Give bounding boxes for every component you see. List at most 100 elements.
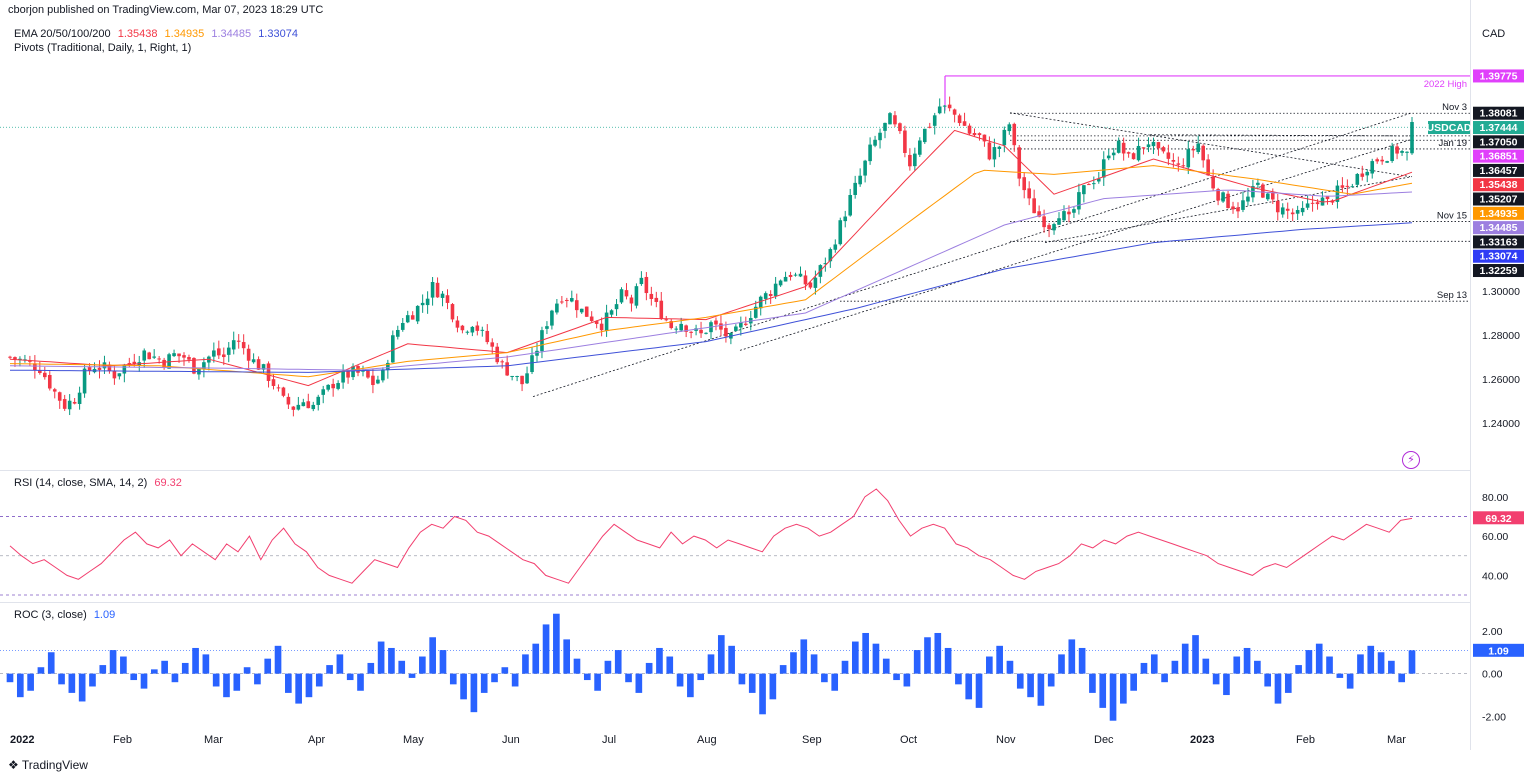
candle-body	[261, 364, 266, 370]
candle-body	[97, 367, 102, 370]
candle-body	[957, 115, 962, 124]
pane-separator-rsi-roc[interactable]	[0, 602, 1470, 603]
candle-body	[1206, 159, 1210, 176]
rsi-legend[interactable]: RSI (14, close, SMA, 14, 2) 69.32	[14, 477, 186, 489]
candle-body	[177, 353, 181, 357]
roc-bar	[553, 613, 560, 674]
roc-bar	[285, 673, 292, 693]
candle-body	[510, 375, 514, 377]
price-tag-bg	[1473, 178, 1524, 192]
pivots-legend[interactable]: Pivots (Traditional, Daily, 1, Right, 1)	[14, 42, 192, 54]
candle-body	[162, 359, 166, 368]
candle-body	[1101, 159, 1106, 178]
roc-bar	[759, 673, 766, 715]
pane-separator-price-rsi[interactable]	[0, 470, 1470, 471]
candle-body	[77, 392, 82, 404]
roc-bar	[563, 639, 571, 674]
roc-bar	[336, 654, 344, 674]
candle-body	[1126, 152, 1131, 154]
candle-body	[500, 361, 504, 363]
candle-body	[614, 304, 619, 310]
candle-body	[72, 401, 77, 404]
candle-body	[858, 175, 862, 185]
candle-body	[1216, 189, 1220, 201]
candle-body	[1380, 159, 1384, 162]
tradingview-footer[interactable]: ❖ TradingView	[8, 758, 88, 772]
roc-value-tag-bg	[1473, 643, 1524, 657]
candle-body	[525, 373, 529, 384]
candle-body	[231, 340, 236, 350]
candle-body	[947, 104, 952, 109]
candle-body	[952, 109, 957, 115]
candle-body	[535, 350, 539, 356]
time-axis-tick: Jul	[602, 734, 616, 746]
candle-body	[435, 282, 440, 298]
candle-body	[1275, 200, 1280, 213]
candle-body	[1221, 192, 1225, 202]
candle-body	[1116, 140, 1121, 153]
price-tag: 1.37050	[1480, 136, 1518, 148]
time-axis-tick: Apr	[308, 734, 325, 746]
ema20-value: 1.35438	[117, 28, 158, 40]
roc-bar	[233, 673, 241, 691]
roc-bar	[243, 667, 251, 674]
roc-bar	[666, 656, 674, 674]
candle-body	[346, 370, 350, 378]
candle-body	[430, 282, 435, 298]
roc-value-tag: 1.09	[1488, 645, 1509, 657]
roc-bar	[460, 673, 467, 700]
tradingview-logo-icon: ❖	[8, 758, 19, 772]
chart-annotation: Jan 19	[1438, 138, 1467, 149]
candle-body	[903, 130, 907, 153]
candle-body	[1111, 152, 1116, 156]
candle-body	[1082, 185, 1086, 195]
time-axis-tick: Sep	[802, 734, 822, 746]
price-tag-bg	[1473, 69, 1524, 83]
roc-bar	[305, 673, 313, 698]
candle-body	[47, 374, 52, 389]
candle-body	[918, 140, 922, 155]
candle-body	[157, 358, 161, 360]
roc-bar	[429, 637, 436, 674]
roc-bar	[1161, 673, 1168, 683]
lightning-icon[interactable]: ⚡	[1402, 451, 1420, 469]
candle-body	[410, 315, 415, 320]
candle-body	[699, 329, 703, 334]
price-tag: 1.32259	[1480, 265, 1518, 277]
candle-body	[112, 371, 117, 379]
roc-bar	[1089, 673, 1096, 693]
roc-bar	[841, 660, 849, 674]
candle-body	[1345, 185, 1350, 187]
candle-body	[1355, 173, 1360, 185]
roc-bar	[1264, 673, 1272, 687]
candle-body	[1395, 146, 1399, 154]
roc-bar	[501, 667, 509, 674]
roc-bar	[89, 673, 96, 687]
candle-body	[366, 370, 370, 378]
roc-bar	[367, 662, 375, 674]
candle-body	[1261, 184, 1265, 198]
candle-body	[624, 290, 629, 297]
candle-body	[296, 404, 301, 410]
candle-body	[972, 133, 977, 136]
candle-body	[212, 350, 216, 357]
currency-label: CAD	[1482, 28, 1506, 40]
candle-body	[485, 330, 490, 343]
rsi-value-tag-bg	[1473, 511, 1524, 525]
candle-body	[545, 326, 549, 329]
candle-body	[1315, 202, 1320, 205]
candle-body	[1375, 159, 1379, 162]
ema-legend[interactable]: EMA 20/50/100/200 1.35438 1.34935 1.3448…	[14, 28, 302, 40]
candle-body	[644, 276, 649, 294]
roc-legend[interactable]: ROC (3, close) 1.09	[14, 609, 119, 621]
candle-body	[490, 342, 495, 347]
candle-body	[1047, 225, 1051, 230]
candle-body	[172, 353, 176, 357]
roc-bar	[769, 673, 777, 700]
candle-body	[629, 297, 634, 304]
candle-body	[848, 195, 853, 216]
candle-body	[1161, 147, 1166, 152]
candle-body	[560, 301, 564, 303]
roc-bar	[171, 673, 179, 683]
